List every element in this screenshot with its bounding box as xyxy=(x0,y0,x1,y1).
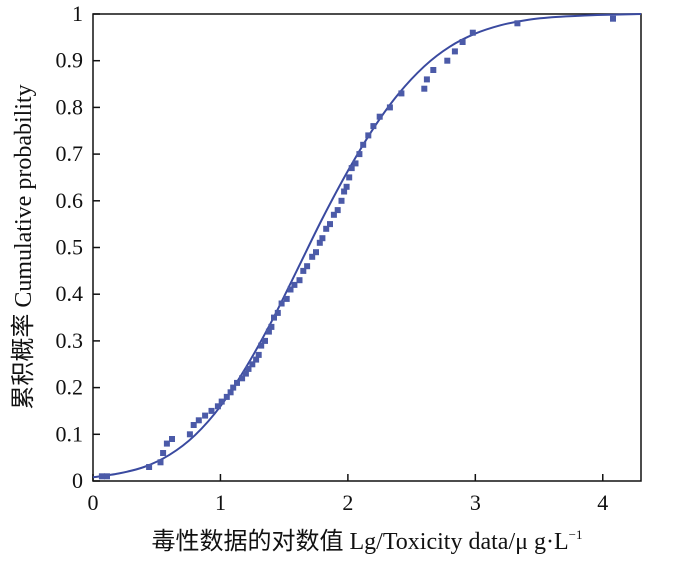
data-point xyxy=(287,286,294,293)
data-point xyxy=(423,76,430,83)
data-point xyxy=(169,436,175,442)
data-point xyxy=(214,403,221,410)
y-tick-label: 0.6 xyxy=(56,188,84,213)
y-axis-ticks: 0 0.1 0.2 0.3 0.4 0.5 0.6 0.7 0.8 0.9 1 xyxy=(56,1,100,493)
y-tick-label: 0.8 xyxy=(56,94,84,119)
data-point xyxy=(274,309,281,316)
data-point xyxy=(223,393,230,400)
data-point xyxy=(245,365,252,372)
data-point xyxy=(360,141,367,148)
data-points-layer xyxy=(98,15,616,480)
data-point xyxy=(262,337,268,344)
y-axis-label: 累积概率 Cumulative probability xyxy=(10,84,37,409)
y-tick-label: 0.9 xyxy=(56,48,84,73)
data-point xyxy=(356,151,363,158)
data-point xyxy=(514,20,521,27)
data-point xyxy=(258,342,265,349)
data-point xyxy=(300,267,307,274)
data-point xyxy=(313,249,319,256)
data-point xyxy=(430,67,437,73)
data-point xyxy=(341,188,348,195)
data-point xyxy=(319,235,326,242)
data-point xyxy=(202,412,209,419)
data-point xyxy=(343,183,350,190)
data-point xyxy=(104,473,110,480)
data-point xyxy=(218,398,225,405)
data-point xyxy=(242,370,249,377)
plot-border xyxy=(92,13,642,482)
data-point xyxy=(283,295,290,302)
data-point xyxy=(348,165,355,172)
data-point xyxy=(469,29,476,36)
data-point xyxy=(160,450,167,456)
y-tick-label: 1 xyxy=(72,1,83,26)
data-point xyxy=(459,39,466,45)
data-point xyxy=(386,104,393,111)
data-point xyxy=(163,440,170,447)
data-point xyxy=(234,379,240,386)
data-point xyxy=(327,221,333,228)
data-point xyxy=(239,375,246,382)
y-tick-label: 0.3 xyxy=(56,328,84,353)
y-tick-label: 0.4 xyxy=(56,281,84,306)
fitted-curve-layer xyxy=(92,13,642,479)
data-point xyxy=(296,277,303,284)
data-point xyxy=(208,407,215,414)
data-point xyxy=(323,225,330,232)
plot-frame xyxy=(92,13,642,482)
y-tick-label: 0.1 xyxy=(56,421,84,446)
x-tick-label: 2 xyxy=(342,490,353,515)
data-point xyxy=(352,160,359,167)
x-tick-label: 3 xyxy=(470,490,481,515)
data-point xyxy=(370,123,377,130)
data-point xyxy=(98,473,105,480)
data-point xyxy=(330,211,337,218)
data-point xyxy=(227,389,234,396)
y-tick-label: 0.2 xyxy=(56,375,84,400)
data-point xyxy=(271,314,277,321)
data-point xyxy=(376,113,383,120)
x-tick-label: 4 xyxy=(597,490,608,515)
data-point xyxy=(195,417,202,424)
data-point xyxy=(316,239,323,246)
data-point xyxy=(278,300,285,307)
data-point xyxy=(146,464,153,470)
data-point xyxy=(304,263,311,270)
data-point xyxy=(190,422,197,428)
x-axis-ticks: 0 1 2 3 4 xyxy=(88,474,608,515)
y-tick-label: 0 xyxy=(72,468,83,493)
data-point xyxy=(291,281,298,288)
data-point xyxy=(451,48,458,55)
data-point xyxy=(265,328,272,335)
y-tick-label: 0.5 xyxy=(56,235,84,260)
data-point xyxy=(610,15,616,22)
x-tick-label: 1 xyxy=(215,490,226,515)
data-point xyxy=(444,57,451,64)
data-point xyxy=(338,197,345,204)
y-tick-label: 0.7 xyxy=(56,141,84,166)
data-point xyxy=(253,356,260,363)
data-point xyxy=(365,132,372,139)
data-point xyxy=(186,431,193,438)
data-point xyxy=(398,90,405,97)
data-point xyxy=(268,323,275,330)
data-point xyxy=(249,361,256,368)
data-point xyxy=(334,207,341,214)
x-axis-label-superscript: −1 xyxy=(569,527,583,542)
data-point xyxy=(230,384,237,391)
data-point xyxy=(157,459,164,466)
x-tick-label: 0 xyxy=(88,490,99,515)
data-point xyxy=(346,174,353,181)
data-point xyxy=(309,253,316,260)
data-point xyxy=(255,351,262,358)
fitted-curve-line xyxy=(92,13,642,479)
data-point xyxy=(421,85,428,92)
x-axis-label: 毒性数据的对数值 Lg/Toxicity data/μ g·L−1 xyxy=(152,527,583,555)
